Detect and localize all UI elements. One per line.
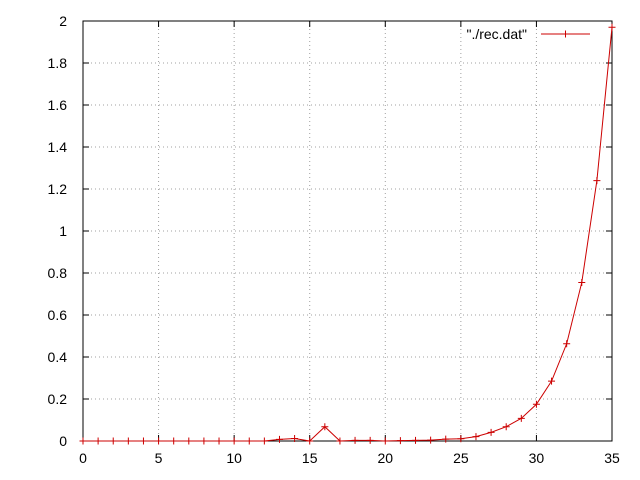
data-point-marker xyxy=(381,437,389,445)
data-point-marker xyxy=(245,437,253,445)
data-point-marker xyxy=(306,437,314,445)
data-point-marker xyxy=(79,437,87,445)
data-point-marker xyxy=(215,437,223,445)
y-tick-label: 1.4 xyxy=(48,139,68,155)
x-tick-label: 25 xyxy=(453,450,469,466)
series-line xyxy=(83,27,613,442)
y-tick-label: 0.2 xyxy=(48,391,68,407)
data-point-marker xyxy=(578,278,586,286)
x-tick-label: 20 xyxy=(377,450,393,466)
x-tick-labels: 0 5 10 15 20 25 30 35 xyxy=(79,450,620,466)
data-point-marker xyxy=(124,437,132,445)
y-tick-label: 0 xyxy=(59,433,67,449)
y-tick-label: 1.2 xyxy=(48,181,68,197)
y-tick-label: 1.6 xyxy=(48,97,68,113)
data-point-marker xyxy=(532,400,540,408)
data-point-marker xyxy=(442,435,450,443)
series-layer xyxy=(79,23,616,445)
x-tick-label: 30 xyxy=(529,450,545,466)
data-point-marker xyxy=(563,340,571,348)
x-tick-label: 0 xyxy=(79,450,87,466)
data-point-marker xyxy=(472,433,480,441)
data-point-marker xyxy=(200,437,208,445)
y-tick-label: 1.8 xyxy=(48,55,68,71)
x-tick-label: 35 xyxy=(604,450,620,466)
data-point-marker xyxy=(366,436,374,444)
data-point-marker xyxy=(170,437,178,445)
y-tick-labels: 0 0.2 0.4 0.6 0.8 1 1.2 1.4 1.6 1.8 2 xyxy=(48,13,68,449)
data-point-marker xyxy=(502,423,510,431)
y-tick-label: 2 xyxy=(59,13,67,29)
data-point-marker xyxy=(396,437,404,445)
data-point-marker xyxy=(427,436,435,444)
data-point-marker xyxy=(593,177,601,185)
data-point-marker xyxy=(608,23,616,31)
data-point-marker xyxy=(94,437,102,445)
legend-marker xyxy=(562,30,569,38)
data-point-marker xyxy=(336,437,344,445)
data-point-marker xyxy=(185,437,193,445)
legend: "./rec.dat" xyxy=(466,26,590,42)
y-tick-label: 0.4 xyxy=(48,349,68,365)
legend-label: "./rec.dat" xyxy=(466,26,527,42)
data-point-marker xyxy=(457,435,465,443)
data-point-marker xyxy=(548,377,556,385)
data-point-marker xyxy=(487,428,495,436)
data-point-marker xyxy=(230,437,238,445)
data-point-marker xyxy=(139,437,147,445)
data-point-marker xyxy=(291,434,299,442)
y-tick-label: 0.6 xyxy=(48,307,68,323)
grid-lines xyxy=(83,21,612,441)
y-tick-label: 0.8 xyxy=(48,265,68,281)
x-tick-label: 15 xyxy=(302,450,318,466)
x-tick-label: 5 xyxy=(155,450,163,466)
data-point-marker xyxy=(321,423,329,431)
data-point-marker xyxy=(109,437,117,445)
data-point-marker xyxy=(260,437,268,445)
y-tick-label: 1 xyxy=(59,223,67,239)
data-point-marker xyxy=(517,414,525,422)
data-point-marker xyxy=(275,435,283,443)
data-point-marker xyxy=(412,436,420,444)
data-point-marker xyxy=(155,437,163,445)
x-tick-label: 10 xyxy=(226,450,242,466)
data-point-marker xyxy=(351,436,359,444)
